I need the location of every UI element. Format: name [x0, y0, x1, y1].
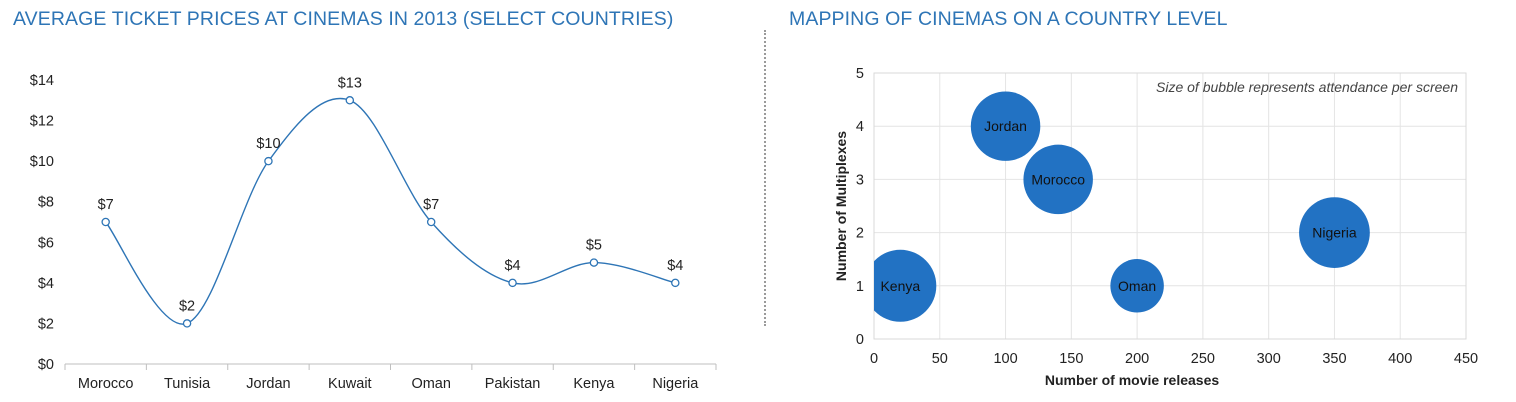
- price-point: [508, 278, 517, 288]
- x-tick-label: 50: [932, 351, 948, 367]
- bubble: [1110, 259, 1164, 313]
- y-tick-label: 3: [856, 172, 864, 188]
- ticket-price-line-chart: $0 $2 $4 $6 $8 $10 $12 $14 Morocco Tunisia Jordan K…: [30, 73, 717, 392]
- y-tick-label: 1: [856, 279, 864, 295]
- bubble-label: Kenya: [880, 278, 920, 294]
- y-tick-label: $0: [38, 357, 54, 373]
- bubble: [1023, 144, 1093, 215]
- x-tick-label: 100: [993, 351, 1017, 367]
- bubble: [874, 249, 937, 322]
- y-tick-label: $4: [38, 276, 54, 292]
- x-tick-label: Tunisia: [164, 376, 211, 392]
- price-point: [264, 156, 273, 166]
- y-tick-label: $8: [38, 195, 54, 211]
- price-data-label: $7: [423, 197, 439, 213]
- price-point: [182, 319, 192, 328]
- x-tick-label: 200: [1125, 351, 1149, 367]
- y-axis-title: Number of Multiplexes: [833, 131, 849, 281]
- price-data-label: $10: [256, 136, 280, 152]
- bubble-label: Jordan: [984, 118, 1027, 134]
- bubble: [970, 91, 1041, 161]
- price-data-label: $13: [338, 75, 362, 91]
- cinema-bubble-chart: 0 50 100 150 200 250 300 350 400 450 0 1 2 3 4 5 Number …: [833, 66, 1478, 388]
- gridlines: [873, 72, 1467, 340]
- plot-area-border: [873, 72, 1467, 340]
- price-point: [345, 96, 355, 105]
- y-tick-label: 5: [856, 66, 864, 82]
- x-tick-label: Nigeria: [652, 376, 699, 392]
- price-data-label: $2: [179, 298, 195, 314]
- x-tick-label: Pakistan: [485, 376, 541, 392]
- bubble-label: Oman: [1118, 278, 1156, 294]
- bubble-label: Morocco: [1031, 171, 1085, 187]
- x-tick-label: 0: [870, 351, 878, 367]
- bubble-label: Nigeria: [1312, 225, 1357, 241]
- chart-divider: [764, 30, 766, 326]
- x-tick-label: 250: [1191, 351, 1215, 367]
- x-tick-label: Jordan: [246, 376, 290, 392]
- price-data-label: $7: [98, 197, 114, 213]
- y-tick-label: $14: [30, 73, 54, 89]
- y-tick-label: 0: [856, 332, 864, 348]
- y-tick-label: $10: [30, 154, 54, 170]
- x-tick-label: Kuwait: [328, 376, 372, 392]
- y-tick-label: $2: [38, 316, 54, 332]
- y-tick-label: $6: [38, 235, 54, 251]
- x-tick-label: 400: [1388, 351, 1412, 367]
- price-point: [426, 217, 436, 227]
- bubble-size-note: Size of bubble represents attendance per…: [1156, 79, 1458, 95]
- price-point: [101, 217, 110, 227]
- price-data-label: $4: [504, 258, 520, 274]
- x-tick-label: Morocco: [78, 376, 134, 392]
- x-axis-title: Number of movie releases: [1045, 372, 1220, 388]
- y-tick-label: 2: [856, 226, 864, 242]
- bubble-chart-title: MAPPING OF CINEMAS ON A COUNTRY LEVEL: [789, 8, 1228, 30]
- x-tick-label: Oman: [411, 376, 451, 392]
- x-tick-label: Kenya: [573, 376, 615, 392]
- x-tick-label: 150: [1059, 351, 1083, 367]
- bubbles: [874, 91, 1370, 322]
- x-tick-label: 350: [1322, 351, 1346, 367]
- bubble: [1299, 197, 1370, 268]
- x-tick-label: 450: [1454, 351, 1478, 367]
- price-point: [671, 278, 680, 288]
- price-series-line: [105, 97, 676, 325]
- y-tick-label: $12: [30, 114, 54, 130]
- price-data-label: $5: [586, 238, 602, 254]
- y-tick-label: 4: [856, 119, 864, 135]
- line-chart-title: AVERAGE TICKET PRICES AT CINEMAS IN 2013…: [13, 8, 674, 30]
- price-point: [589, 258, 599, 267]
- price-data-label: $4: [667, 258, 683, 274]
- x-tick-label: 300: [1257, 351, 1281, 367]
